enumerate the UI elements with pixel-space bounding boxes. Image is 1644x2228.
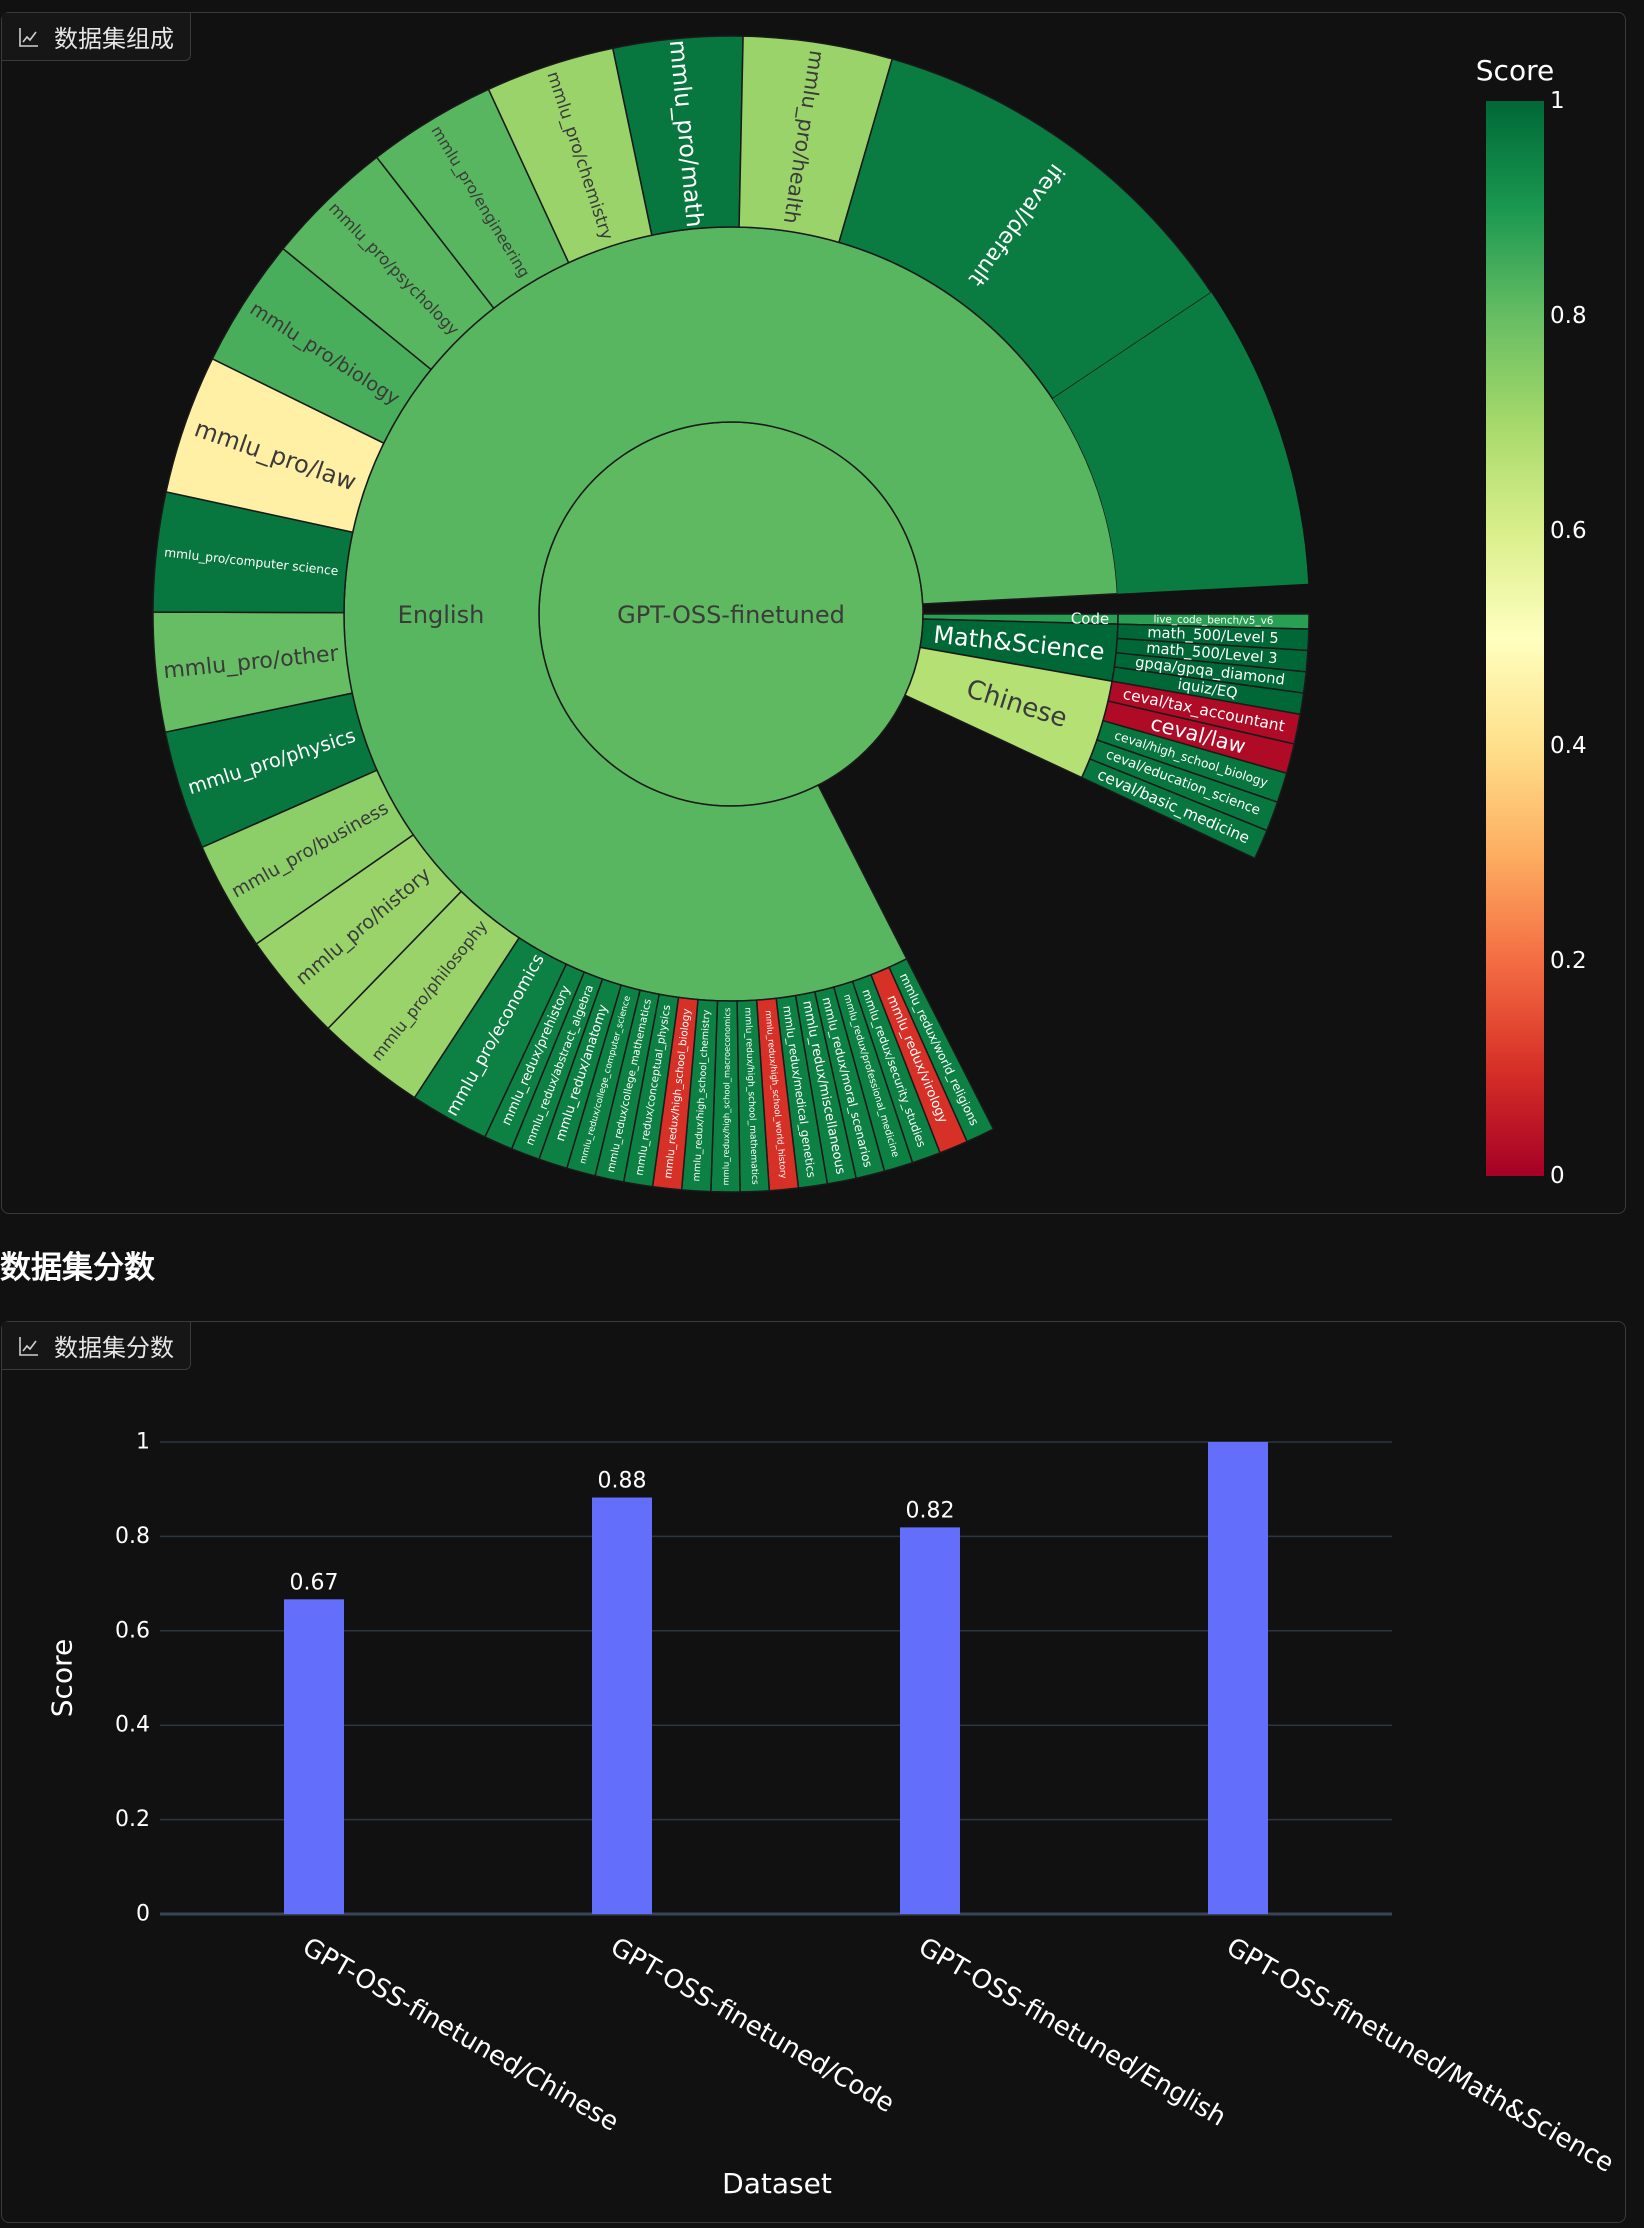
y-tick-label: 0.2 [115,1807,150,1832]
y-tick-label: 0.8 [115,1524,150,1549]
y-tick-label: 0 [136,1902,150,1927]
bar-data-label: 0.82 [906,1498,955,1523]
bar[interactable] [900,1527,960,1914]
sunburst-chart[interactable]: GPT-OSS-finetunedEnglishMath&ScienceChin… [2,13,1625,1213]
y-tick-label: 0.6 [115,1618,150,1643]
sunburst-leaf[interactable] [1080,757,1268,860]
sunburst-panel: GPT-OSS-finetuned English Math&Science Chin… [1,12,1626,1214]
bar-panel-label: 数据集分数 [54,1334,174,1362]
chart-icon [19,27,38,47]
sunburst-leaf-label: math_500/Level 5 [1147,624,1279,647]
bar-data-label: 0.67 [290,1570,339,1595]
sunburst-group-label: Code [1071,609,1110,628]
colorbar-tick-label: 0.6 [1550,518,1587,544]
colorbar-tick-label: 0.8 [1550,303,1587,329]
y-tick-label: 1 [136,1430,150,1455]
bar-grid [160,1441,1392,1821]
colorbar [1486,101,1544,1176]
sunburst-rings [152,35,1310,1193]
y-tick-label: 0.4 [115,1713,150,1738]
bar-panel-tab[interactable]: 数据集分数 [2,1322,191,1370]
colorbar-tick-label: 0 [1550,1163,1565,1189]
chart-icon [19,1336,38,1356]
colorbar-tick-label: 0.2 [1550,948,1587,974]
sunburst-leaf[interactable] [1052,292,1309,594]
sunburst-panel-tab[interactable]: 数据集组成 [2,13,191,61]
sunburst-leaf-label: live_code_bench/v5_v6 [1153,614,1273,628]
bar-panel: 0 0.2 0.4 0.6 0.8 1 0.67 GPT-OSS-finetuned/Chin… [1,1321,1626,2223]
sunburst-leaf-label: mmlu_redux/high_school_macroeconomics [721,1008,733,1186]
sunburst-root-label: GPT-OSS-finetuned [617,601,845,629]
colorbar-title: Score [1476,54,1554,87]
y-axis-title: Score [46,1639,79,1717]
sunburst-group-label: English [398,601,485,629]
colorbar-tick-label: 0.4 [1550,733,1587,759]
colorbar-tick-label: 1 [1550,88,1565,114]
bar[interactable] [1208,1442,1268,1914]
x-tick-label: GPT-OSS-finetuned/Math&Science [1221,1932,1618,2179]
x-tick-label: GPT-OSS-finetuned/Chinese [297,1932,623,2138]
sunburst-leaf[interactable] [838,58,1213,400]
x-axis-title: Dataset [722,2167,832,2200]
sunburst-panel-label: 数据集组成 [54,25,174,53]
x-tick-label: GPT-OSS-finetuned/English [913,1932,1231,2133]
x-tick-label: GPT-OSS-finetuned/Code [605,1932,899,2119]
bar[interactable] [284,1599,344,1914]
section-title: 数据集分数 [0,1250,155,1286]
bar-chart[interactable]: 0 0.2 0.4 0.6 0.8 1 0.67 GPT-OSS-finetuned/Chin… [2,1322,1625,2222]
bar-data-label: 0.88 [598,1469,647,1494]
bar[interactable] [592,1497,652,1914]
